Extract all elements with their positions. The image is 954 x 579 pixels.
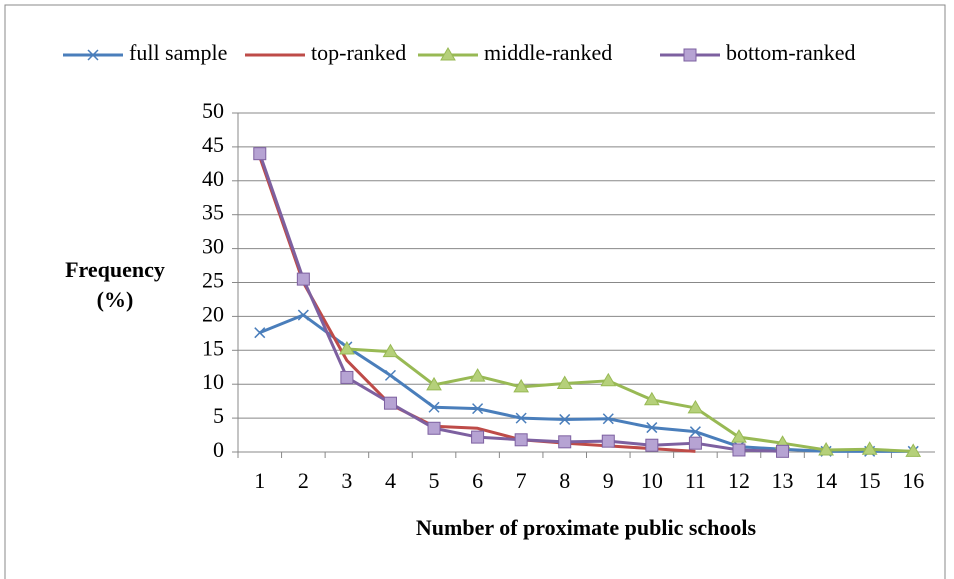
point-marker	[600, 372, 617, 387]
y-axis-label: (%)	[97, 287, 134, 312]
point-marker	[513, 378, 530, 393]
legend-label: bottom-ranked	[726, 40, 856, 65]
point-marker	[87, 49, 99, 61]
x-tick-label: 16	[902, 468, 924, 493]
point-marker	[558, 435, 572, 449]
point-marker	[339, 340, 355, 355]
point-marker	[905, 443, 922, 457]
x-tick-label: 9	[603, 468, 614, 493]
y-tick-label: 40	[202, 166, 224, 191]
point-marker	[601, 434, 615, 448]
x-tick-label: 12	[728, 468, 750, 493]
point-marker	[515, 412, 527, 424]
point-marker	[382, 343, 399, 358]
point-marker	[428, 401, 440, 413]
y-tick-label: 50	[202, 98, 224, 123]
point-marker	[471, 430, 485, 444]
x-tick-label: 10	[641, 468, 663, 493]
series-line	[346, 347, 914, 453]
point-marker	[687, 399, 704, 414]
point-marker	[340, 370, 354, 384]
point-marker	[427, 421, 441, 435]
point-marker	[683, 48, 697, 62]
point-marker	[296, 272, 310, 286]
point-marker	[776, 444, 790, 458]
legend-label: top-ranked	[311, 40, 406, 65]
x-tick-label: 13	[772, 468, 794, 493]
series-line	[258, 156, 696, 453]
point-marker	[602, 413, 614, 425]
point-marker	[253, 147, 267, 161]
y-tick-label: 5	[213, 403, 224, 428]
point-marker	[732, 443, 746, 457]
legend-label: full sample	[129, 40, 227, 65]
x-tick-label: 1	[254, 468, 265, 493]
y-tick-label: 30	[202, 234, 224, 259]
point-marker	[731, 429, 747, 443]
y-tick-label: 45	[202, 132, 224, 157]
point-marker	[254, 327, 266, 339]
point-marker	[818, 441, 834, 456]
x-tick-label: 4	[385, 468, 396, 493]
x-tick-label: 15	[859, 468, 881, 493]
x-tick-label: 8	[559, 468, 570, 493]
x-tick-label: 11	[685, 468, 706, 493]
point-marker	[643, 391, 660, 406]
point-marker	[559, 413, 571, 425]
point-marker	[383, 396, 397, 410]
point-marker	[556, 375, 573, 390]
y-tick-label: 15	[202, 335, 224, 360]
y-tick-label: 25	[202, 268, 224, 293]
y-tick-label: 0	[213, 437, 224, 462]
point-marker	[646, 422, 658, 434]
x-tick-label: 2	[298, 468, 309, 493]
point-marker	[472, 403, 484, 415]
legend-label: middle-ranked	[484, 40, 612, 65]
point-marker	[440, 47, 456, 61]
point-marker	[689, 426, 701, 438]
point-marker	[426, 376, 442, 391]
x-tick-label: 14	[815, 468, 837, 493]
point-marker	[514, 433, 528, 447]
y-tick-label: 20	[202, 301, 224, 326]
chart-frame	[4, 4, 946, 579]
point-marker	[861, 441, 878, 455]
point-marker	[645, 438, 659, 452]
point-marker	[469, 368, 486, 382]
point-marker	[297, 309, 309, 321]
x-tick-label: 6	[472, 468, 483, 493]
y-axis-label: Frequency	[65, 257, 165, 282]
point-marker	[384, 369, 396, 381]
y-tick-label: 10	[202, 369, 224, 394]
point-marker	[688, 436, 702, 450]
series-line	[259, 313, 914, 453]
x-tick-label: 7	[516, 468, 527, 493]
y-tick-label: 35	[202, 200, 224, 225]
x-axis-label: Number of proximate public schools	[416, 515, 757, 540]
x-tick-label: 5	[429, 468, 440, 493]
x-tick-label: 3	[341, 468, 352, 493]
